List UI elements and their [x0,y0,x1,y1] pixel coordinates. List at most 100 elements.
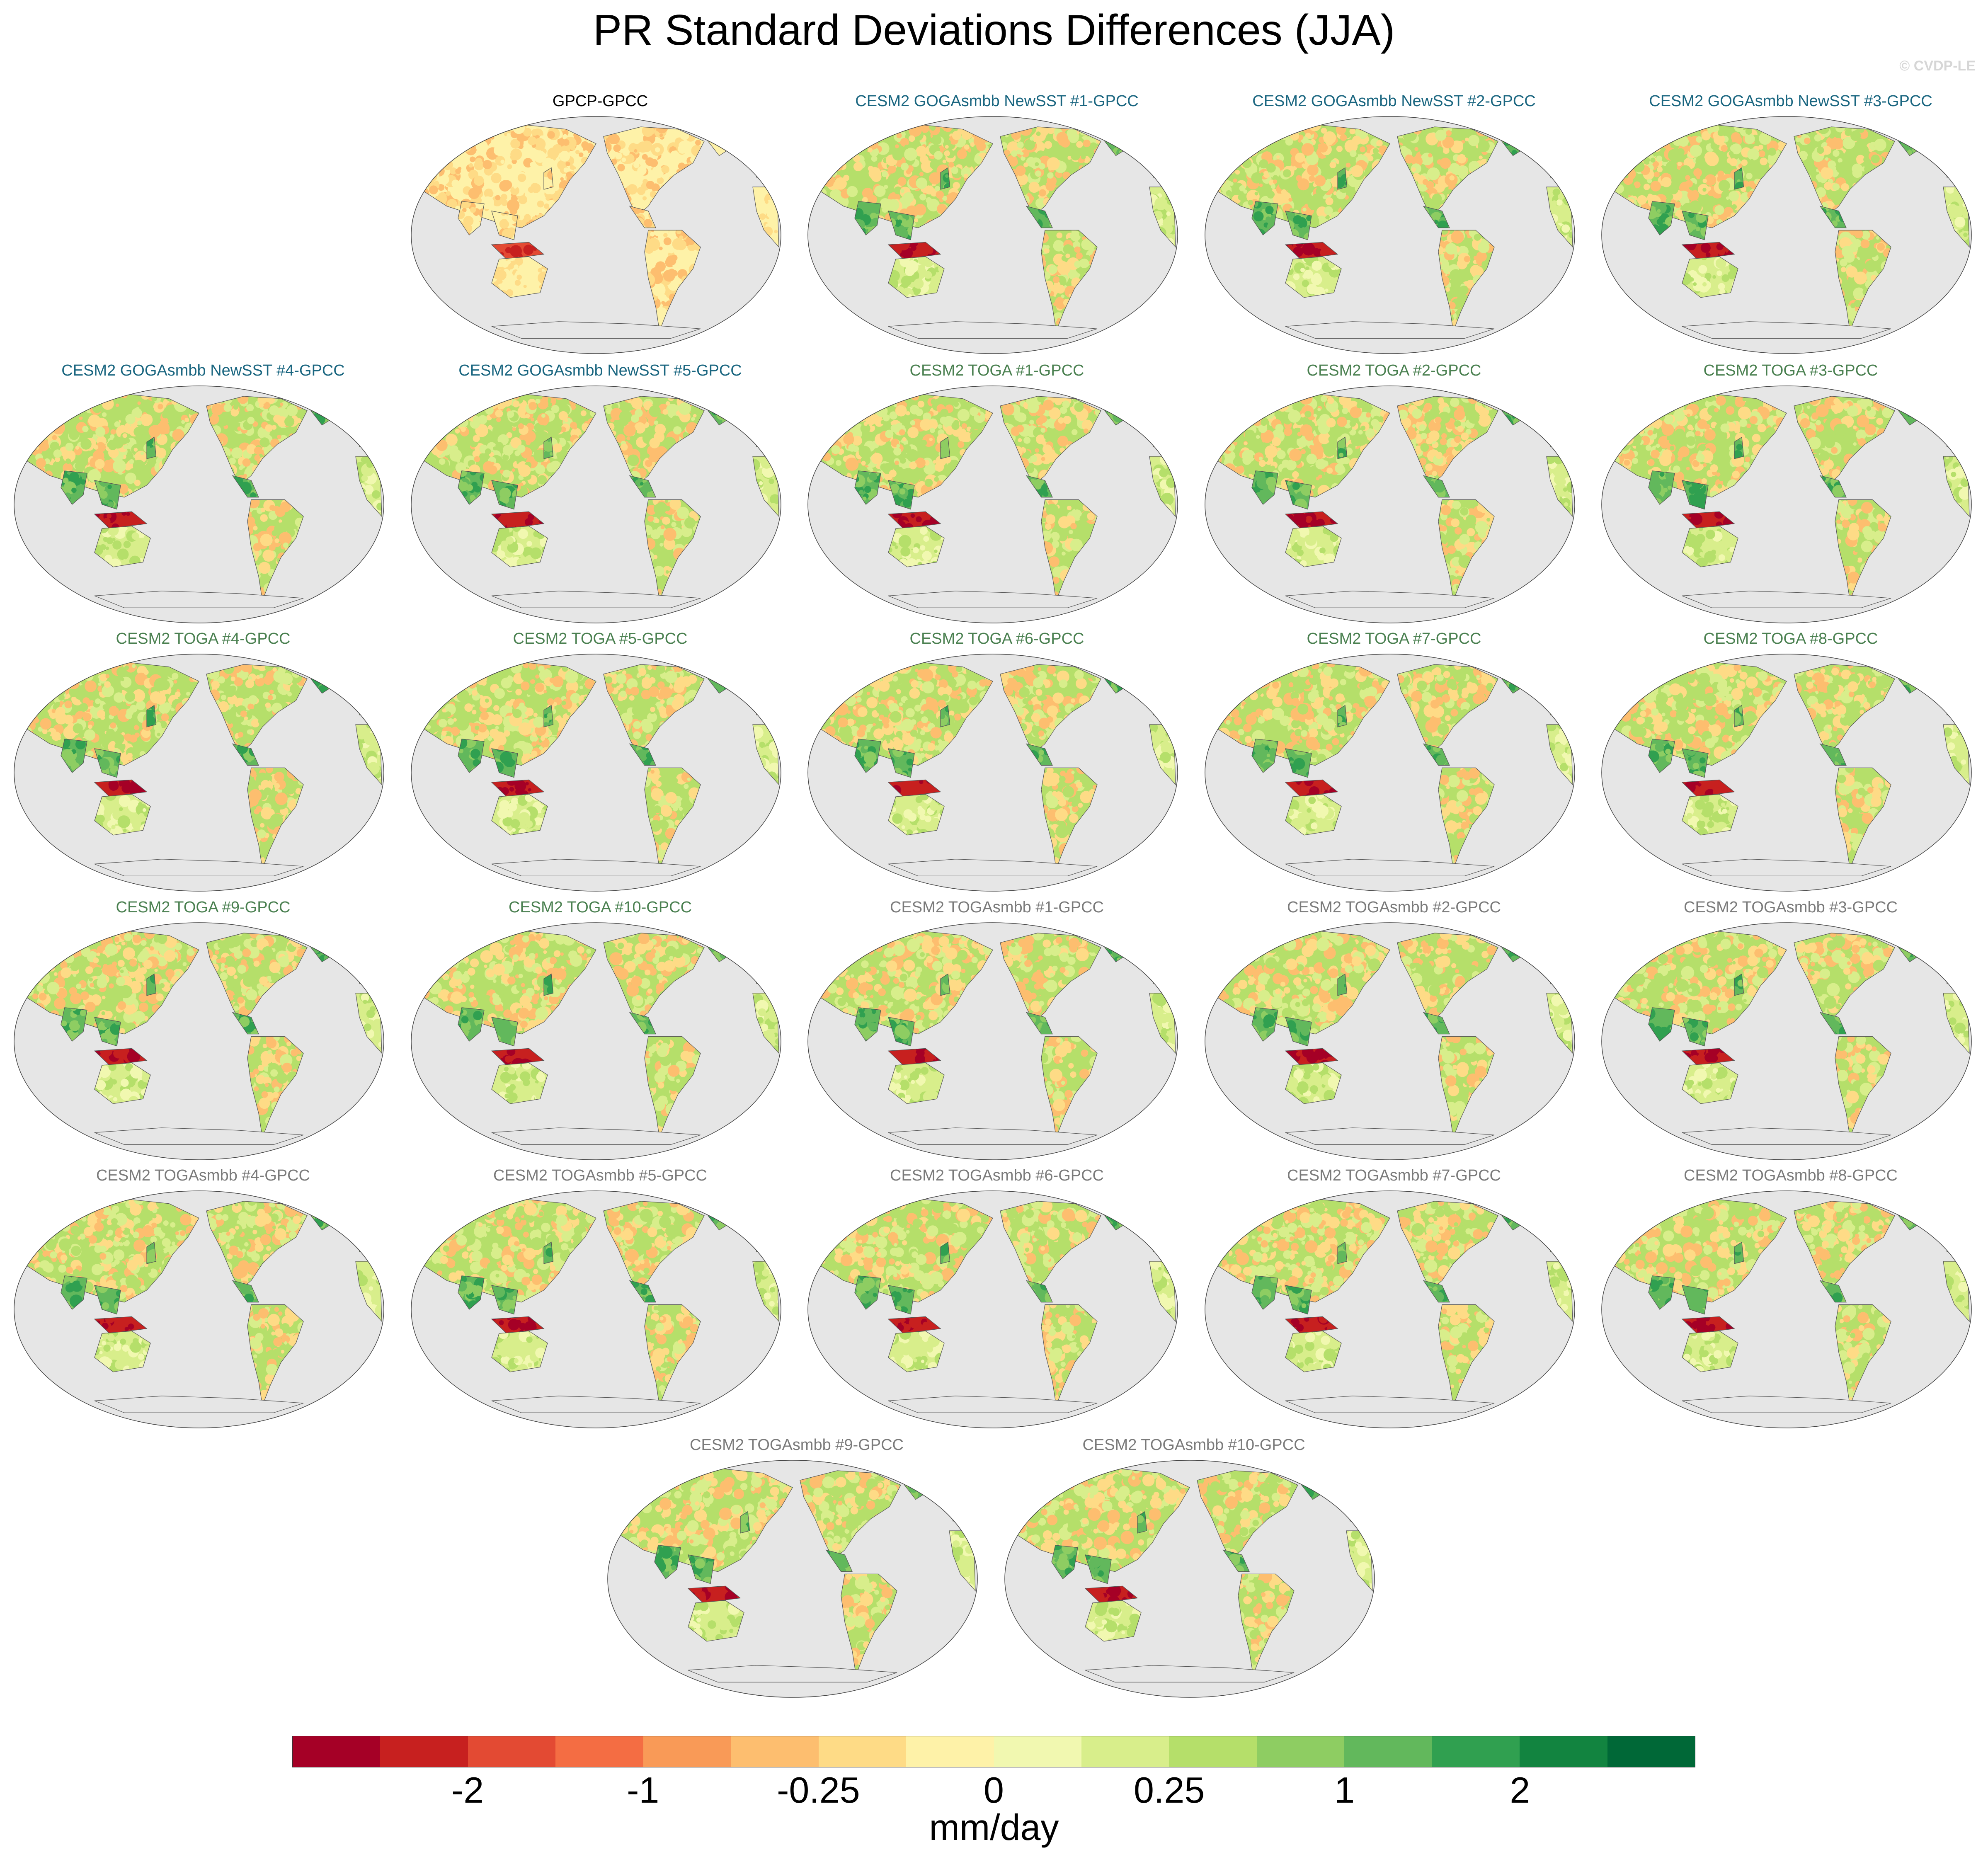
panel-title: CESM2 TOGAsmbb #6-GPCC [802,1168,1192,1183]
panel-title: CESM2 TOGAsmbb #1-GPCC [802,899,1192,915]
world-map [1205,922,1575,1160]
map-panel: CESM2 GOGAsmbb NewSST #3-GPCC [1596,93,1986,359]
world-map [807,922,1178,1160]
colorbar-box [906,1736,994,1767]
europe-landmass [1547,676,1571,715]
map-border [1601,922,1972,1160]
map-panel: CESM2 TOGAsmbb #8-GPCC [1596,1168,1986,1433]
europe-landmass [753,139,777,177]
europe-landmass [1547,945,1571,984]
world-map [1601,654,1972,892]
antarctica-landmass [1682,591,1891,608]
europe-landmass [753,945,777,984]
colorbar-tick-label: -2 [451,1772,484,1808]
map-border [807,654,1178,892]
antarctica-landmass [95,1127,303,1145]
europe-landmass [356,1213,380,1252]
world-map [14,654,384,892]
map-border [411,654,781,892]
map-border [807,385,1178,623]
antarctica-landmass [1682,1396,1891,1413]
map-border [807,116,1178,354]
antarctica-landmass [492,591,701,608]
europe-landmass [1149,676,1174,715]
antarctica-landmass [1682,1127,1891,1145]
antarctica-landmass [688,1665,897,1682]
europe-landmass [1547,1213,1571,1252]
europe-landmass [356,676,380,715]
europe-landmass [949,1483,974,1521]
panel-title: CESM2 GOGAsmbb NewSST #3-GPCC [1596,93,1986,109]
colorbar-box [1081,1736,1169,1767]
page-title: PR Standard Deviations Differences (JJA) [0,6,1988,56]
map-panel: CESM2 TOGA #9-GPCC [8,899,398,1165]
map-panel: CESM2 TOGA #5-GPCC [405,631,795,896]
antarctica-landmass [95,859,303,876]
colorbar-box [555,1736,643,1767]
colorbar-box [818,1736,907,1767]
world-map [1601,1190,1972,1428]
antarctica-landmass [888,591,1097,608]
colorbar-box [1169,1736,1257,1767]
panel-title: CESM2 TOGAsmbb #10-GPCC [999,1437,1389,1453]
colorbar-tick-label: -1 [627,1772,659,1808]
world-map [1601,116,1972,354]
map-border [1601,1190,1972,1428]
world-map [1205,116,1575,354]
map-panel: CESM2 TOGA #10-GPCC [405,899,795,1165]
world-map [14,922,384,1160]
map-panel: CESM2 GOGAsmbb NewSST #1-GPCC [802,93,1192,359]
colorbar-label: mm/day [0,1809,1988,1846]
panel-title: CESM2 TOGA #8-GPCC [1596,631,1986,647]
world-map [1601,385,1972,623]
map-border [807,1190,1178,1428]
map-panel: CESM2 TOGAsmbb #7-GPCC [1199,1168,1589,1433]
panel-title: CESM2 TOGA #7-GPCC [1199,631,1589,647]
colorbar-box [293,1736,381,1767]
panel-title: CESM2 TOGAsmbb #4-GPCC [8,1168,398,1183]
europe-landmass [1149,1213,1174,1252]
map-panel: CESM2 GOGAsmbb NewSST #2-GPCC [1199,93,1589,359]
europe-landmass [1943,408,1968,447]
antarctica-landmass [95,591,303,608]
map-border [14,1190,384,1428]
map-border [1205,654,1575,892]
antarctica-landmass [1285,591,1494,608]
panel-title: CESM2 TOGAsmbb #8-GPCC [1596,1168,1986,1183]
panel-title: GPCP-GPCC [405,93,795,109]
map-panel: CESM2 TOGAsmbb #3-GPCC [1596,899,1986,1165]
europe-landmass [1547,408,1571,447]
map-panel: CESM2 TOGAsmbb #9-GPCC [602,1437,992,1702]
antarctica-landmass [1285,1127,1494,1145]
europe-landmass [1943,139,1968,177]
map-border [14,922,384,1160]
map-border [1601,654,1972,892]
europe-landmass [753,408,777,447]
panel-title: CESM2 TOGA #9-GPCC [8,899,398,915]
antarctica-landmass [492,1396,701,1413]
europe-landmass [356,408,380,447]
map-panel: CESM2 TOGA #3-GPCC [1596,363,1986,628]
world-map [807,1190,1178,1428]
colorbar-tick-label: 2 [1510,1772,1530,1808]
colorbar-box [994,1736,1081,1767]
panel-title: CESM2 TOGA #3-GPCC [1596,363,1986,378]
world-map [807,654,1178,892]
world-map [607,1460,978,1698]
map-border [1205,922,1575,1160]
map-border [14,654,384,892]
panel-title: CESM2 TOGA #4-GPCC [8,631,398,647]
antarctica-landmass [1682,859,1891,876]
colorbar-box [380,1736,468,1767]
antarctica-landmass [888,1127,1097,1145]
map-border [1004,1460,1375,1698]
antarctica-landmass [492,1127,701,1145]
panel-title: CESM2 TOGA #10-GPCC [405,899,795,915]
colorbar-box [1256,1736,1345,1767]
map-panel: GPCP-GPCC [405,93,795,359]
europe-landmass [1943,1213,1968,1252]
antarctica-landmass [95,1396,303,1413]
panel-title: CESM2 TOGAsmbb #3-GPCC [1596,899,1986,915]
map-border [411,922,781,1160]
